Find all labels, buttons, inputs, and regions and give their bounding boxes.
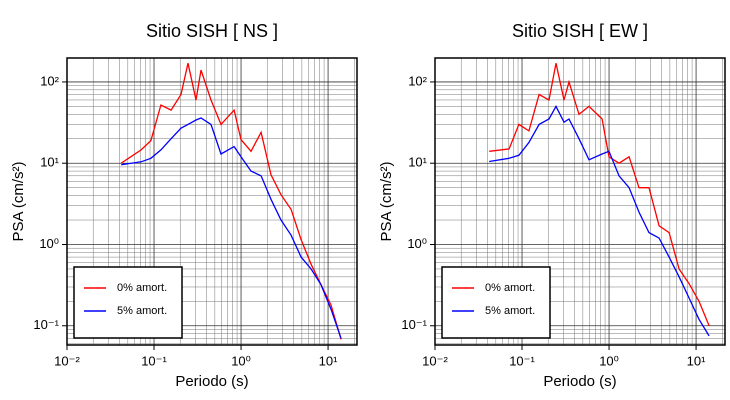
x-tick-label: 10⁻² <box>54 353 80 368</box>
legend-label: 5% amort. <box>485 305 535 317</box>
legend-box <box>441 266 551 339</box>
y-axis-label: PSA (cm/s²) <box>10 161 27 241</box>
legend-label: 0% amort. <box>485 282 535 294</box>
x-tick-label: 10⁰ <box>231 353 251 368</box>
y-tick-label: 10² <box>40 73 59 88</box>
legend-box <box>73 266 183 339</box>
y-tick-label: 10⁻¹ <box>401 317 427 332</box>
series-line <box>120 63 342 340</box>
y-tick-label: 10⁻¹ <box>33 317 59 332</box>
series-line <box>121 117 342 339</box>
plot-frame <box>434 57 726 346</box>
y-tick-label: 10¹ <box>40 155 59 170</box>
x-axis-label: Periodo (s) <box>543 373 616 390</box>
chart-title: Sitio SISH [ NS ] <box>146 21 278 41</box>
x-tick-label: 10¹ <box>319 353 338 368</box>
x-axis-label: Periodo (s) <box>175 373 248 390</box>
x-tick-label: 10⁰ <box>599 353 619 368</box>
series-line <box>489 63 710 327</box>
legend-label: 5% amort. <box>117 305 167 317</box>
legend-label: 0% amort. <box>117 282 167 294</box>
x-tick-label: 10⁻¹ <box>141 353 167 368</box>
y-tick-label: 10² <box>408 73 427 88</box>
x-tick-label: 10⁻¹ <box>509 353 535 368</box>
chart-title: Sitio SISH [ EW ] <box>512 21 648 41</box>
x-tick-label: 10⁻² <box>422 353 448 368</box>
y-tick-label: 10⁰ <box>407 236 427 251</box>
y-axis-label: PSA (cm/s²) <box>378 161 395 241</box>
y-tick-label: 10⁰ <box>39 236 59 251</box>
series-line <box>489 105 710 337</box>
y-tick-label: 10¹ <box>408 155 427 170</box>
x-tick-label: 10¹ <box>687 353 706 368</box>
plot-frame <box>66 57 358 346</box>
